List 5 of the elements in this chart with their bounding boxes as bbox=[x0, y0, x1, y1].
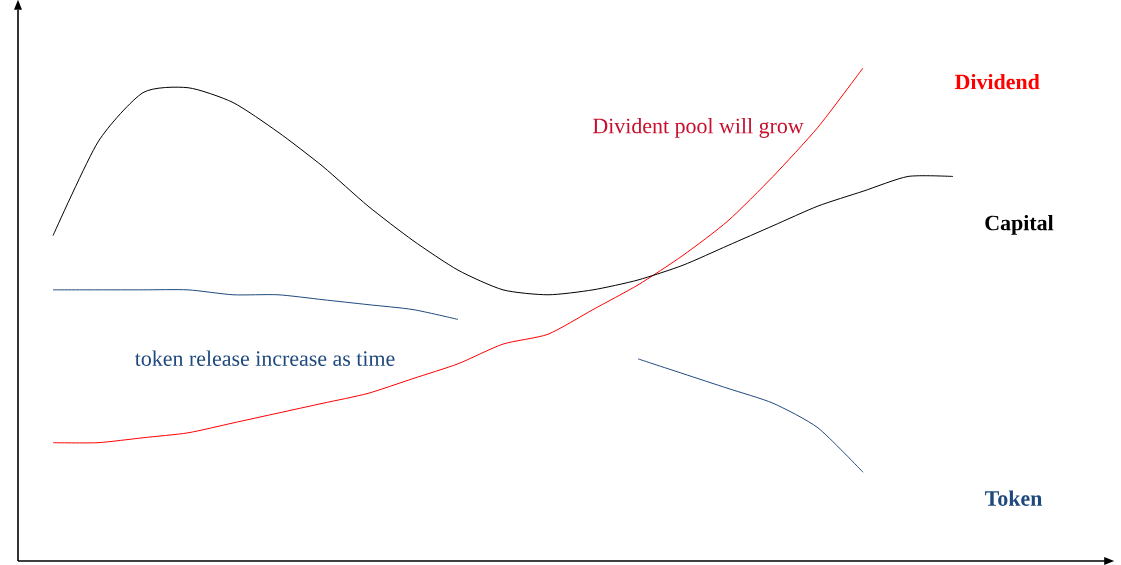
annotation: Divident pool will grow bbox=[593, 117, 804, 138]
text: Dividend bbox=[954, 73, 1040, 90]
text: Token bbox=[985, 490, 1043, 506]
text: Capital bbox=[985, 214, 1054, 235]
annotation: token release increase as time bbox=[134, 350, 395, 366]
